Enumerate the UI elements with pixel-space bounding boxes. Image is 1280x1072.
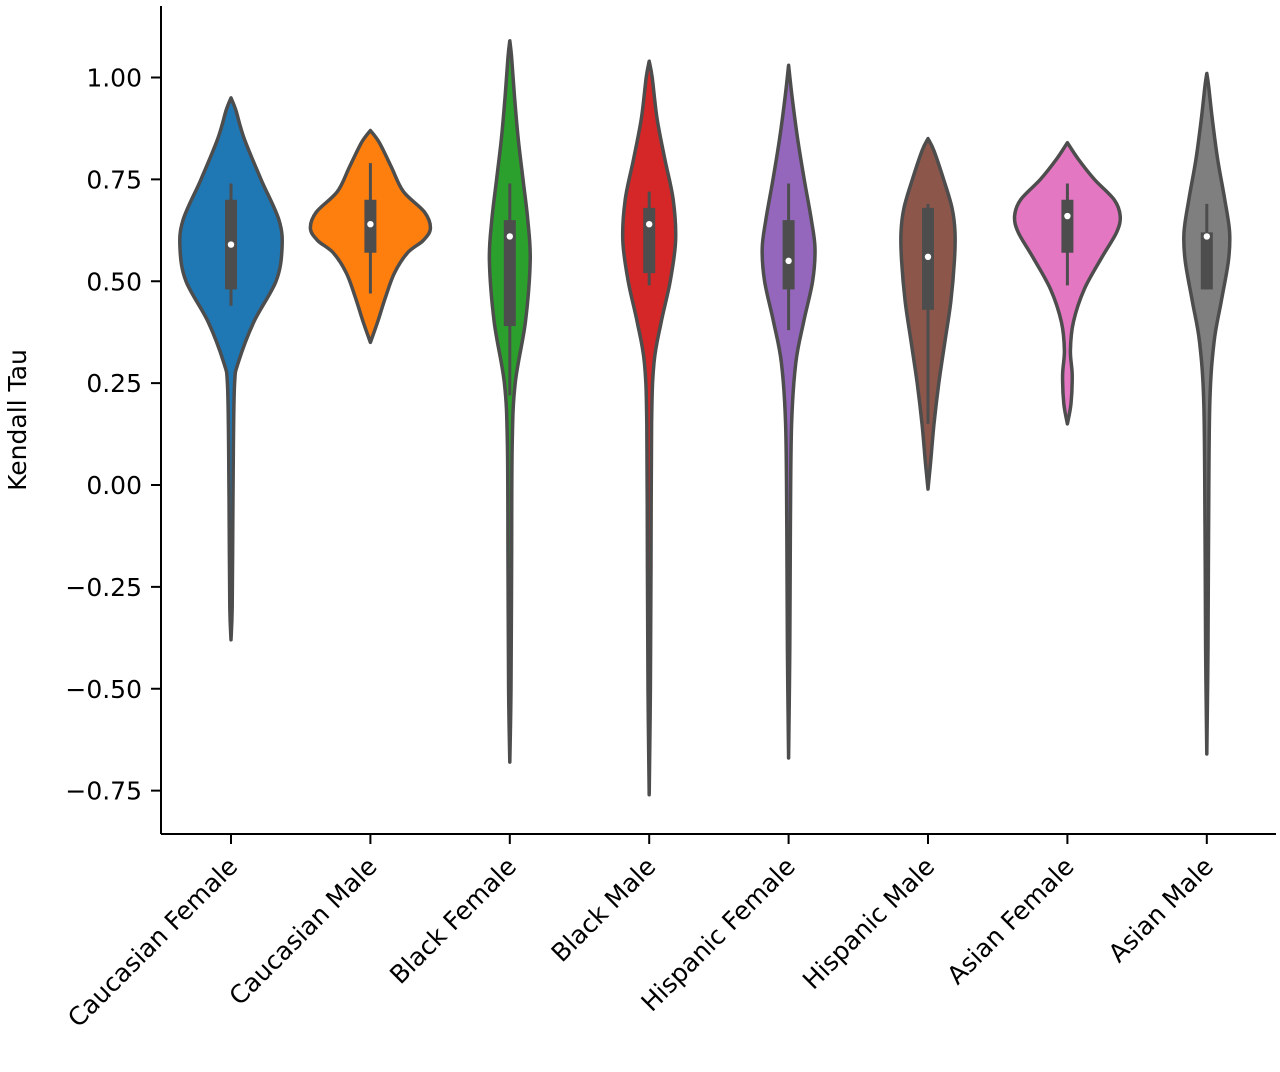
y-tick-label: −0.50 [65,675,142,704]
violin-iqr-box [782,220,795,290]
violin-median-dot [646,221,653,228]
y-axis-label: Kendall Tau [3,349,32,491]
y-tick-label: 0.75 [86,165,142,194]
violin-iqr-box [643,207,656,274]
y-tick-label: 1.00 [86,64,142,93]
y-tick-label: −0.25 [65,573,142,602]
violin-median-dot [924,253,932,260]
x-tick-label: Black Male [546,852,662,968]
y-tick-label: 0.50 [86,267,142,296]
y-tick-group: −0.75 −0.50 −0.25 0.00 0.25 0.50 0.75 1.00 [65,64,161,806]
violin-iqr-box [1200,232,1213,290]
x-tick-label: Asian Female [941,852,1079,990]
x-tick-label: Asian Male [1103,852,1219,968]
violin-iqr-box [503,220,516,327]
y-tick-label: −0.75 [65,777,142,806]
violin-body [1181,71,1232,756]
violin-median-dot [227,241,235,248]
x-tick-label: Hispanic Female [635,852,800,1017]
y-tick-label: 0.00 [86,471,142,500]
violin-median-dot [367,221,374,228]
violin-body [487,39,533,764]
violin-body [760,63,817,760]
x-tick-label: Caucasian Male [224,852,383,1011]
x-tick-label: Black Female [384,852,522,990]
violin-median-dot [785,257,792,265]
violin-median-dot [1203,233,1211,240]
violin-body [620,59,678,797]
x-tick-label: Hispanic Male [797,852,940,995]
violin-median-dot [1064,212,1071,220]
x-tick-label: Caucasian Female [62,852,243,1033]
violin-body [178,96,284,642]
violin-group [178,39,1232,797]
violin-median-dot [506,233,513,240]
y-tick-label: 0.25 [86,369,142,398]
violin-iqr-box [1061,199,1074,253]
